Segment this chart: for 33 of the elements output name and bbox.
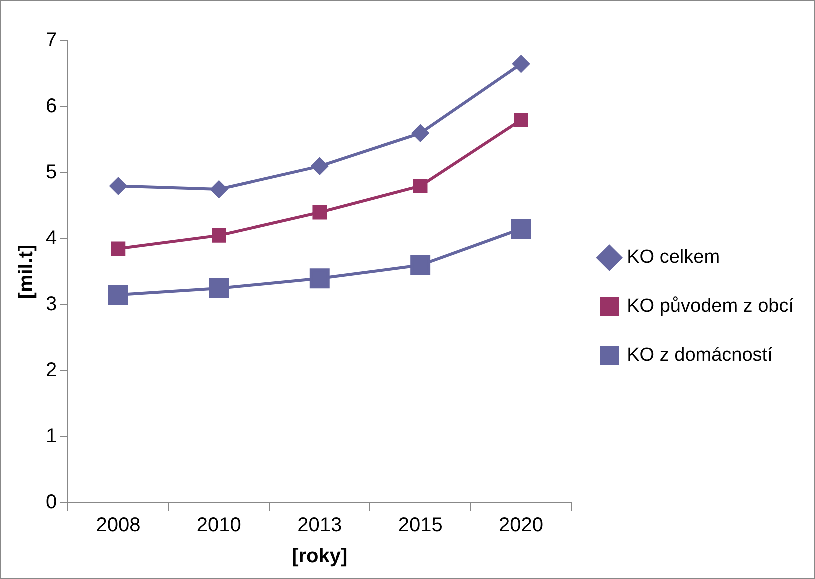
legend-label: KO původem z obcí [627,296,795,318]
x-tick-label: 2020 [499,514,544,537]
y-tick-label: 3 [46,294,58,316]
y-tick-label: 6 [46,96,58,118]
point [110,178,127,195]
x-tick-label: 2010 [196,514,242,537]
x-tick-label: 2013 [298,514,342,537]
point [312,205,328,220]
x-tick-label: 2015 [398,514,443,537]
point [212,228,226,243]
point [210,181,228,198]
point [410,255,431,276]
legend-label: KO celkem [627,247,720,268]
point [310,268,330,289]
x-tick-label: 2008 [96,514,141,537]
y-tick-label: 7 [46,30,58,52]
point [413,179,428,194]
point [111,242,126,256]
point [209,278,230,298]
point [514,113,528,128]
point [412,124,430,142]
point [511,219,532,240]
x-axis-title: [roky] [292,546,348,568]
y-tick-label: 0 [46,492,58,514]
y-tick-label: 2 [46,360,58,382]
point [311,158,328,175]
y-axis-title: [mil.t] [16,244,38,300]
point [108,285,128,306]
y-tick-label: 1 [46,426,58,448]
y-tick-label: 4 [46,228,58,250]
y-tick-label: 5 [46,162,58,184]
point [512,56,530,73]
legend-label: KO z domácností [627,345,774,366]
